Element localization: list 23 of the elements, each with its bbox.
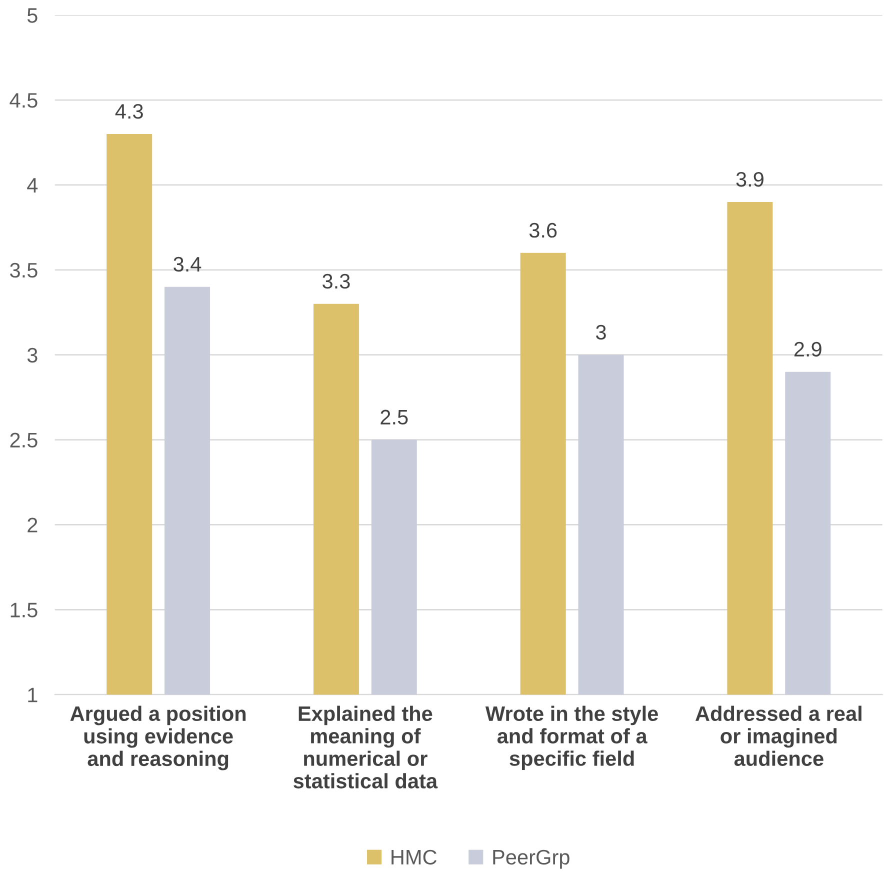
y-tick-label: 5 [27, 8, 38, 23]
legend-label: PeerGrp [493, 850, 570, 869]
data-label: 2.9 [794, 342, 822, 357]
data-label: 3.6 [529, 222, 557, 238]
data-label: 3.4 [174, 256, 202, 272]
y-tick-label: 3.5 [10, 262, 38, 278]
data-label: 3 [596, 324, 606, 340]
y-tick-label: 1 [28, 688, 38, 702]
x-tick-label: Explained the meaning of numerical or statistical data [294, 706, 438, 788]
y-tick-label: 2.5 [10, 432, 38, 448]
x-tick-label: Wrote in the style and format of a specific field [485, 706, 658, 770]
legend-label: HMC [392, 850, 437, 865]
y-tick-label: 3 [27, 348, 38, 363]
x-tick-label: Addressed a real or imagined audience [695, 706, 862, 766]
x-tick-label: Argued a position using evidence and reasoning [70, 706, 246, 770]
y-tick-label: 2 [28, 518, 38, 532]
data-label: 2.5 [380, 410, 408, 425]
data-label: 3.9 [736, 172, 764, 187]
y-tick-label: 4.5 [10, 93, 38, 108]
data-label: 3.3 [322, 274, 350, 289]
data-label: 4.3 [115, 104, 143, 119]
y-tick-label: 1.5 [10, 602, 38, 618]
y-tick-label: 4 [27, 178, 38, 192]
